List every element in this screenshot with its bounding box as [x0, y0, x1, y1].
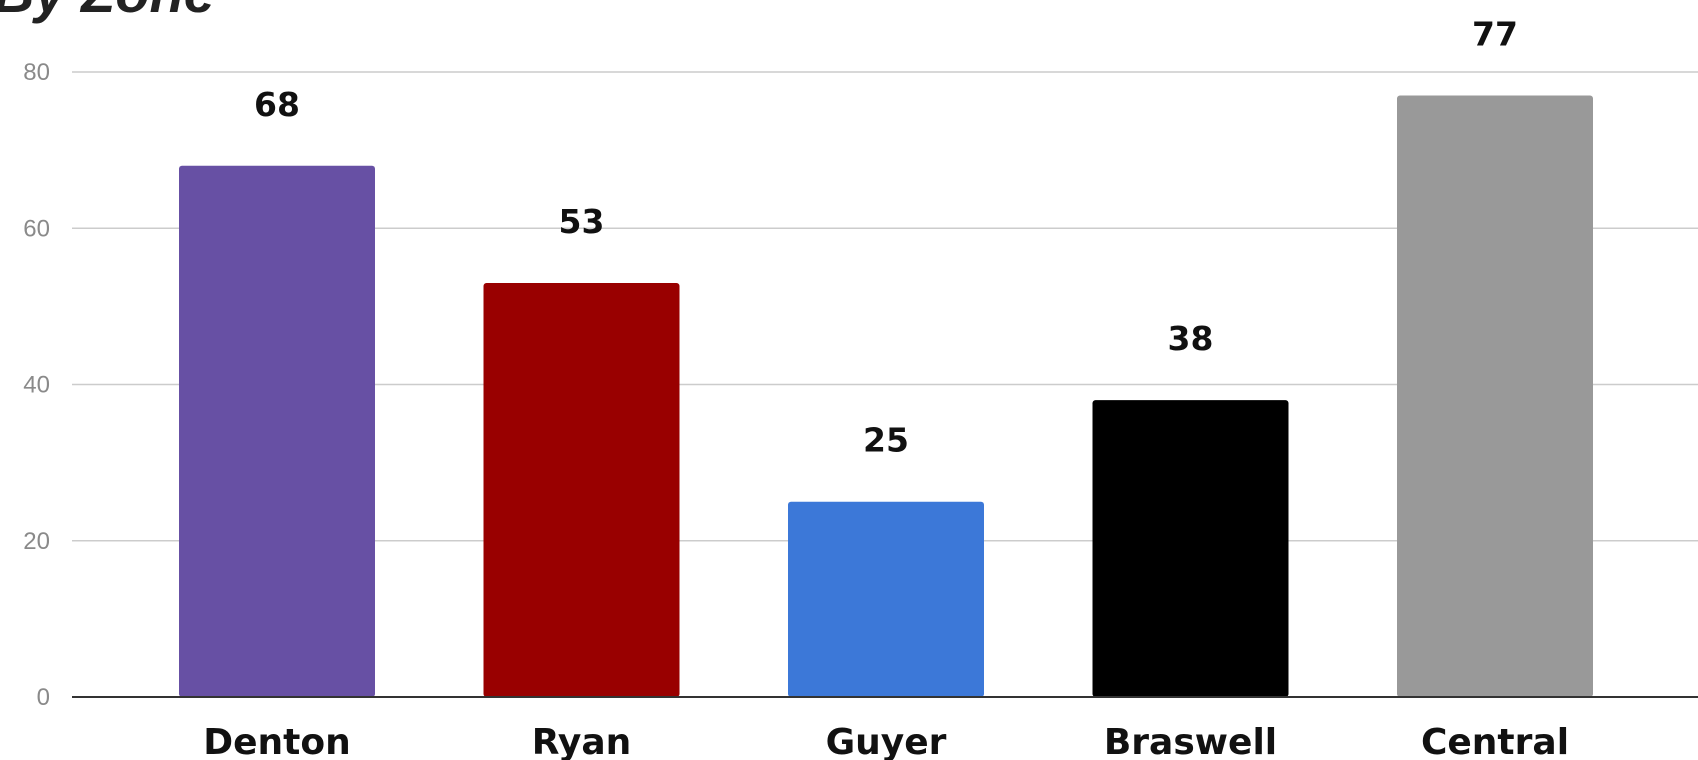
chart-title: By Zone — [0, 0, 215, 24]
y-tick-label: 40 — [23, 372, 50, 399]
bar-braswell — [1092, 400, 1289, 697]
y-tick-label: 20 — [23, 528, 50, 555]
bar-central — [1397, 95, 1593, 697]
category-label-ryan: Ryan — [532, 722, 632, 760]
y-tick-label: 60 — [23, 215, 50, 242]
category-label-central: Central — [1421, 722, 1569, 760]
data-label-braswell: 38 — [1168, 319, 1214, 358]
bar-guyer — [788, 501, 984, 697]
data-labels: 68 53 25 38 77 — [254, 14, 1518, 459]
data-label-denton: 68 — [254, 85, 300, 124]
bar-ryan — [483, 282, 680, 697]
bar-denton — [179, 165, 375, 697]
data-label-central: 77 — [1472, 14, 1518, 53]
data-label-guyer: 25 — [863, 421, 909, 460]
y-tick-label: 0 — [37, 684, 50, 711]
y-axis-ticks: 0 20 40 60 80 — [23, 59, 50, 711]
data-label-ryan: 53 — [559, 202, 605, 241]
x-axis-categories: Denton Ryan Guyer Braswell Central — [203, 722, 1569, 760]
category-label-denton: Denton — [203, 722, 351, 760]
category-label-guyer: Guyer — [826, 722, 947, 760]
y-tick-label: 80 — [23, 59, 50, 86]
bars — [179, 95, 1593, 697]
category-label-braswell: Braswell — [1104, 722, 1277, 760]
